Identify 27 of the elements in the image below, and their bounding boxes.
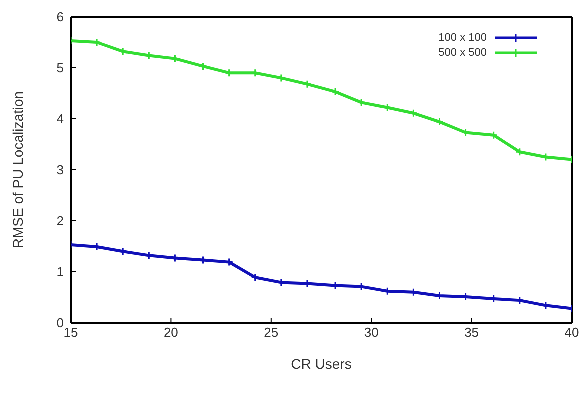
x-tick-label: 40 [564, 325, 580, 340]
y-tick-label: 3 [56, 162, 64, 178]
legend-label: 500 x 500 [438, 46, 487, 58]
x-tick-label: 15 [64, 325, 78, 340]
y-tick-label: 6 [56, 10, 64, 25]
y-tick-label: 5 [56, 60, 64, 76]
x-tick-label: 20 [164, 325, 178, 340]
point [118, 47, 128, 56]
x-tick-label: 35 [464, 325, 480, 340]
point [251, 273, 260, 282]
point [170, 54, 180, 64]
y-axis-title: RMSE of PU Localization [10, 91, 26, 249]
point [357, 98, 366, 107]
y-tick-label: 4 [56, 112, 64, 127]
point [435, 118, 444, 126]
x-tick-label: 30 [364, 325, 379, 340]
y-tick-label: 0 [56, 316, 64, 331]
point [516, 148, 524, 156]
y-tick-label: 1 [56, 264, 64, 280]
point [409, 109, 418, 118]
point [199, 62, 208, 71]
legend-label: 100 x 100 [438, 32, 487, 44]
x-axis-title: CR Users [291, 356, 352, 372]
y-tick-label: 2 [56, 214, 64, 229]
x-tick-label: 25 [264, 325, 279, 340]
point [303, 80, 312, 89]
point [331, 88, 340, 96]
